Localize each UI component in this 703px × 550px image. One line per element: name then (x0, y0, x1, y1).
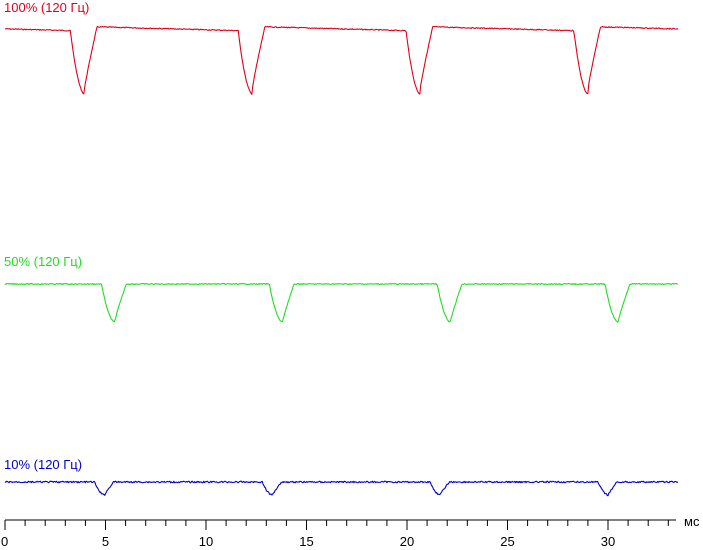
series-label-50: 50% (120 Гц) (4, 254, 82, 269)
series-label-100: 100% (120 Гц) (4, 0, 89, 15)
series-label-10: 10% (120 Гц) (4, 457, 82, 472)
x-axis-unit-label: мс (684, 514, 700, 529)
series-labels-layer: 100% (120 Гц) 50% (120 Гц) 10% (120 Гц) (4, 0, 89, 472)
traces-layer (4, 25, 679, 497)
series-line-2 (4, 480, 679, 497)
x-tick-label: 0 (1, 534, 8, 549)
x-tick-label: 30 (601, 534, 615, 549)
x-tick-label: 20 (400, 534, 414, 549)
x-tick-label: 5 (102, 534, 109, 549)
series-line-0 (4, 25, 679, 95)
x-tick-label: 15 (299, 534, 313, 549)
x-tick-label: 25 (500, 534, 514, 549)
x-axis: мс 0 5 10 15 20 25 30 (1, 514, 700, 549)
series-line-1 (4, 282, 679, 323)
x-tick-label: 10 (199, 534, 213, 549)
